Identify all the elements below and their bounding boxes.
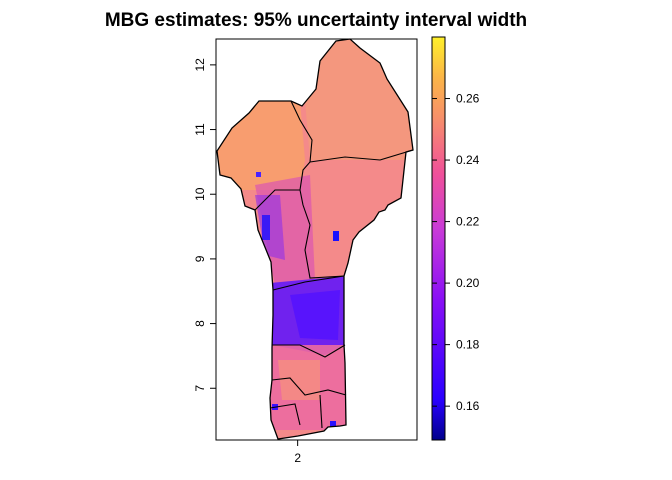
y-tick-label: 10	[193, 187, 207, 201]
legend-colorbar: 0.16 0.18 0.20 0.22 0.24 0.26	[431, 36, 480, 441]
legend-tick-label: 0.24	[456, 153, 480, 167]
y-tick-label: 9	[193, 255, 207, 262]
y-tick-label: 8	[193, 320, 207, 327]
x-axis: 2	[294, 440, 301, 465]
legend-tick-label: 0.16	[456, 399, 480, 413]
y-tick-label: 12	[193, 58, 207, 72]
y-tick-label: 7	[193, 385, 207, 392]
legend-tick-label: 0.18	[456, 338, 480, 352]
x-tick-label: 2	[294, 451, 301, 465]
raster-surface	[217, 39, 413, 439]
legend-ticks: 0.16 0.18 0.20 0.22 0.24 0.26	[432, 92, 480, 413]
legend-tick-label: 0.26	[456, 92, 480, 106]
map-title: MBG estimates: 95% uncertainty interval …	[104, 10, 528, 31]
plot-frame	[215, 38, 418, 441]
legend-tick-label: 0.20	[456, 276, 480, 290]
legend-tick-label: 0.22	[456, 215, 480, 229]
admin-boundaries	[254, 100, 414, 429]
colorbar-gradient	[431, 36, 446, 441]
y-tick-label: 11	[193, 123, 207, 136]
y-axis: 7 8 9 10 11 12	[193, 58, 216, 392]
